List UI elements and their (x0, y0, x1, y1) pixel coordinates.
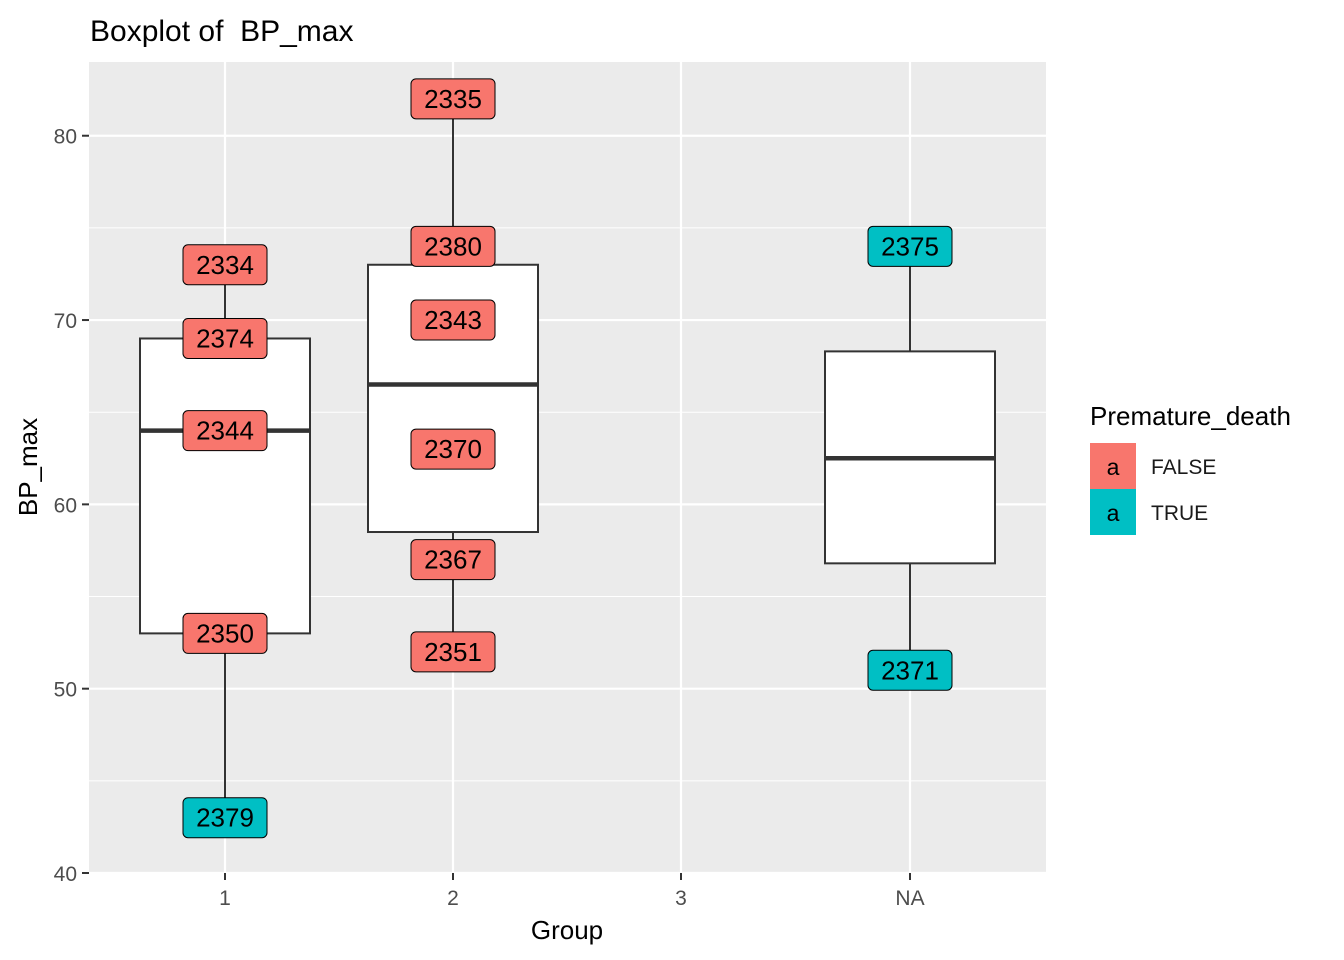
point-label-text: 2350 (196, 618, 254, 648)
legend-key-glyph: a (1107, 454, 1120, 480)
point-label-text: 2335 (424, 84, 482, 114)
point-label-text: 2367 (424, 545, 482, 575)
y-tick-label: 60 (54, 494, 77, 517)
point-label-text: 2344 (196, 416, 254, 446)
legend-entry-true: a TRUE (1090, 489, 1208, 535)
point-label-text: 2334 (196, 250, 254, 280)
point-label-box (410, 299, 496, 341)
x-tick-label: NA (895, 887, 924, 910)
x-tick-label: 3 (675, 887, 687, 910)
point-label-2343: 2343 (410, 299, 496, 341)
x-tick-label: 2 (447, 887, 459, 910)
point-label-2371: 2371 (867, 649, 953, 691)
box-NA (824, 246, 996, 652)
box-iqr (139, 337, 311, 635)
legend-title: Premature_death (1090, 401, 1291, 431)
legend-label: TRUE (1151, 502, 1208, 525)
point-label-2374: 2374 (182, 317, 268, 359)
point-label-2350: 2350 (182, 612, 268, 654)
point-label-2380: 2380 (410, 225, 496, 267)
legend-key-glyph: a (1107, 500, 1120, 526)
point-label-text: 2374 (196, 323, 254, 353)
point-label-box (410, 539, 496, 581)
point-label-text: 2351 (424, 637, 482, 667)
legend-entry-false: a FALSE (1090, 443, 1216, 489)
point-label-text: 2379 (196, 803, 254, 833)
point-label-2335: 2335 (410, 78, 496, 120)
point-label-box (410, 78, 496, 120)
point-label-2375: 2375 (867, 225, 953, 267)
chart-title: Boxplot of BP_max (90, 15, 353, 48)
point-label-text: 2371 (881, 655, 939, 685)
x-tick-label: 1 (219, 887, 231, 910)
point-label-2334: 2334 (182, 244, 268, 286)
point-label-box (410, 631, 496, 673)
point-label-box (182, 317, 268, 359)
point-label-text: 2380 (424, 231, 482, 261)
axes: 40 50 60 70 80 1 2 3 NA (54, 126, 925, 910)
point-label-2351: 2351 (410, 631, 496, 673)
box-1 (139, 264, 311, 818)
point-label-text: 2343 (424, 305, 482, 335)
y-tick-label: 80 (54, 126, 77, 149)
point-label-2367: 2367 (410, 539, 496, 581)
point-label-box (182, 612, 268, 654)
point-label-box (410, 428, 496, 470)
legend-key (1090, 489, 1136, 535)
point-label-2370: 2370 (410, 428, 496, 470)
point-label-text: 2370 (424, 434, 482, 464)
point-label-text: 2375 (881, 231, 939, 261)
point-label-2344: 2344 (182, 410, 268, 452)
point-label-box (867, 649, 953, 691)
point-label-box (410, 225, 496, 267)
x-axis-title: Group (531, 915, 603, 945)
legend-label: FALSE (1151, 456, 1216, 479)
legend-key (1090, 443, 1136, 489)
y-tick-label: 50 (54, 679, 77, 702)
point-label-2379: 2379 (182, 797, 268, 839)
legend: Premature_death a FALSE a TRUE (1090, 401, 1291, 535)
point-label-box (182, 410, 268, 452)
point-label-box (182, 797, 268, 839)
y-tick-label: 40 (54, 863, 77, 886)
y-axis-title: BP_max (13, 418, 43, 516)
point-labels: 2334 2374 2344 2350 2379 2335 2380 2343 2370 2367… (182, 78, 953, 839)
y-tick-label: 70 (54, 310, 77, 333)
point-label-box (867, 225, 953, 267)
point-label-box (182, 244, 268, 286)
